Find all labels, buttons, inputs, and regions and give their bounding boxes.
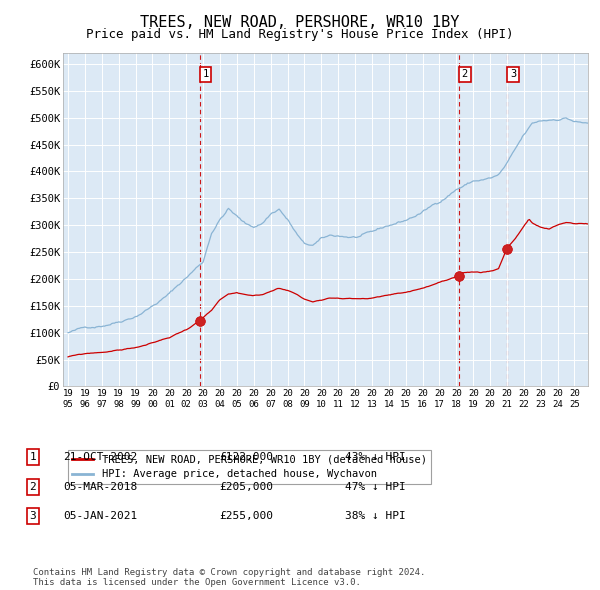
Text: TREES, NEW ROAD, PERSHORE, WR10 1BY: TREES, NEW ROAD, PERSHORE, WR10 1BY [140,15,460,30]
Text: £205,000: £205,000 [219,482,273,491]
Text: 05-JAN-2021: 05-JAN-2021 [63,512,137,521]
Text: Contains HM Land Registry data © Crown copyright and database right 2024.
This d: Contains HM Land Registry data © Crown c… [33,568,425,587]
Text: Price paid vs. HM Land Registry's House Price Index (HPI): Price paid vs. HM Land Registry's House … [86,28,514,41]
Text: 38% ↓ HPI: 38% ↓ HPI [345,512,406,521]
Text: £122,000: £122,000 [219,453,273,462]
Text: 2: 2 [462,69,468,79]
Text: 43% ↓ HPI: 43% ↓ HPI [345,453,406,462]
Text: 05-MAR-2018: 05-MAR-2018 [63,482,137,491]
Text: 3: 3 [510,69,516,79]
Text: 1: 1 [202,69,209,79]
Text: 1: 1 [29,453,37,462]
Text: 21-OCT-2002: 21-OCT-2002 [63,453,137,462]
Legend: TREES, NEW ROAD, PERSHORE, WR10 1BY (detached house), HPI: Average price, detach: TREES, NEW ROAD, PERSHORE, WR10 1BY (det… [68,450,431,484]
Text: 3: 3 [29,512,37,521]
Text: £255,000: £255,000 [219,512,273,521]
Text: 2: 2 [29,482,37,491]
Text: 47% ↓ HPI: 47% ↓ HPI [345,482,406,491]
